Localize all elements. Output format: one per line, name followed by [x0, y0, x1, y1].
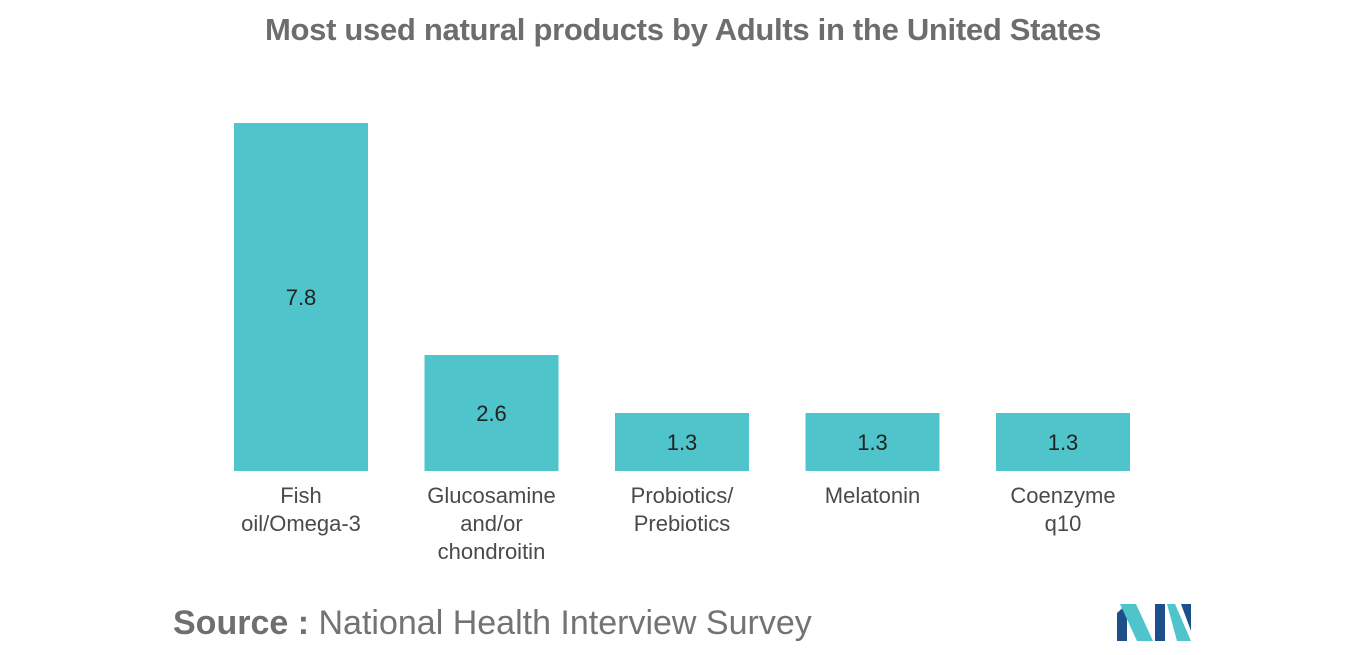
category-label-1: Glucosamine and/or chondroitin	[427, 483, 555, 564]
mordor-intelligence-logo-icon	[1117, 604, 1191, 641]
category-label-line: Prebiotics	[634, 511, 731, 536]
bar-2	[615, 413, 749, 471]
category-label-line: Glucosamine	[427, 483, 555, 508]
labels-layer: 7.8 Fish oil/Omega-3 2.6 Glucosamine and/or ch…	[241, 285, 1116, 564]
logo-shape-mid-1	[1120, 604, 1153, 641]
chart-title: Most used natural products by Adults in …	[264, 12, 1102, 47]
bar-1	[424, 355, 559, 471]
data-label-3: 1.3	[857, 430, 888, 455]
bars-layer	[234, 123, 1130, 471]
category-label-line: Melatonin	[825, 483, 920, 508]
logo-shape-right-1	[1167, 604, 1191, 641]
logo-shape-right-2	[1181, 604, 1191, 631]
data-label-1: 2.6	[476, 401, 507, 426]
category-label-2: Probiotics/Prebiotics	[631, 483, 735, 536]
bar-4	[996, 413, 1130, 471]
source-label: Source :	[173, 604, 310, 642]
category-label-line: Coenzyme	[1010, 483, 1115, 508]
bar-0	[234, 123, 368, 471]
category-label-0: Fish oil/Omega-3	[241, 483, 361, 536]
category-label-line: and/or	[460, 511, 522, 536]
category-label-line: oil/Omega-3	[241, 511, 361, 536]
bar-3	[805, 413, 940, 471]
category-label-3: Melatonin	[825, 483, 920, 508]
data-label-4: 1.3	[1048, 430, 1079, 455]
source-note: Source : National Health Interview Surve…	[173, 604, 812, 643]
category-label-line: chondroitin	[438, 539, 546, 564]
category-label-line: q10	[1045, 511, 1082, 536]
category-label-4: Coenzyme q10	[1010, 483, 1115, 536]
data-label-0: 7.8	[286, 285, 317, 310]
logo-shape-mid-2	[1155, 604, 1165, 641]
source-text: National Health Interview Survey	[318, 604, 812, 642]
category-label-line: Probiotics/	[631, 483, 735, 508]
category-label-line: Fish	[280, 483, 322, 508]
data-label-2: 1.3	[667, 430, 698, 455]
